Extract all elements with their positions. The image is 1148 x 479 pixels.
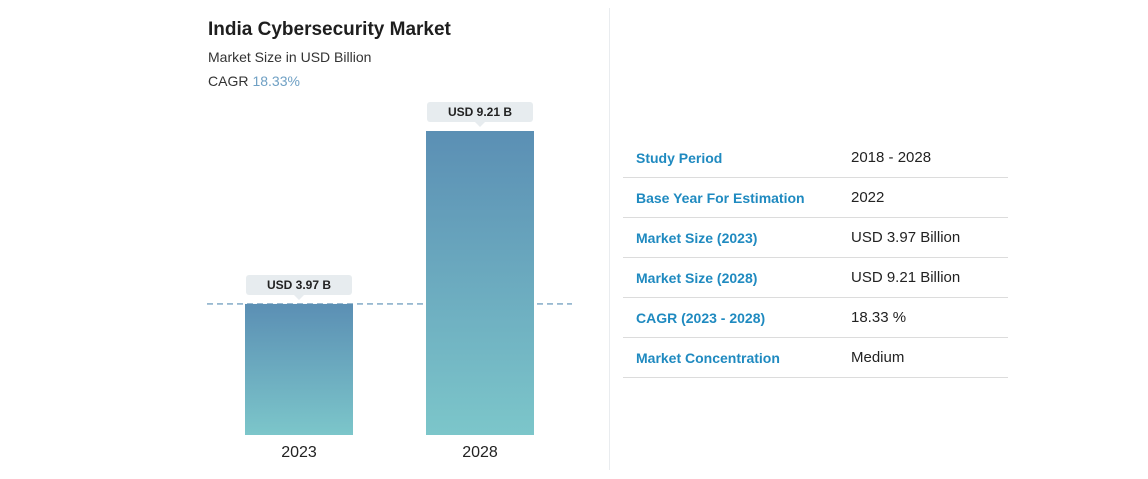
data-label-2023: USD 3.97 B [246,274,352,300]
data-label-text: USD 9.21 B [448,105,512,119]
data-label-pointer [475,122,485,127]
table-row: Market Concentration Medium [623,337,1008,378]
row-value: Medium [851,337,1008,378]
row-value: 2022 [851,177,1008,218]
row-value: 2018 - 2028 [851,138,1008,178]
data-label-pointer [294,294,304,300]
data-label-bg [246,274,352,295]
row-key: Market Size (2028) [623,257,851,298]
section-divider [609,8,610,470]
chart-cagr: CAGR 18.33% [208,73,300,89]
table-row: Base Year For Estimation 2022 [623,177,1008,218]
row-key: Base Year For Estimation [623,177,851,218]
row-value: USD 3.97 Billion [851,217,1008,258]
cagr-value: 18.33% [252,73,300,89]
row-key: Market Concentration [623,337,851,378]
bar-2023 [245,303,353,435]
data-label-2028: USD 9.21 B [427,102,533,127]
data-label-bg [427,102,533,122]
bar-chart: USD 3.97 B USD 9.21 B 2023 2028 [207,102,572,461]
chart-card: India Cybersecurity Market Market Size i… [207,8,610,470]
bar-2028 [426,131,534,435]
cagr-label: CAGR [208,73,249,89]
market-info-table: Study Period 2018 - 2028 Base Year For Est… [623,138,1008,378]
x-tick-label-2028: 2028 [462,444,498,461]
row-value: 18.33 % [851,297,1008,338]
data-label-text: USD 3.97 B [267,278,331,292]
table-row: CAGR (2023 - 2028) 18.33 % [623,297,1008,338]
table-row: Market Size (2023) USD 3.97 Billion [623,217,1008,258]
chart-title: India Cybersecurity Market [208,19,451,40]
market-info-body: Study Period 2018 - 2028 Base Year For Est… [623,138,1008,378]
table-row: Market Size (2028) USD 9.21 Billion [623,257,1008,298]
row-value: USD 9.21 Billion [851,257,1008,298]
x-tick-label-2023: 2023 [281,444,317,461]
table-row: Study Period 2018 - 2028 [623,138,1008,178]
row-key: Study Period [623,138,851,178]
chart-subtitle: Market Size in USD Billion [208,49,372,65]
row-key: CAGR (2023 - 2028) [623,297,851,338]
row-key: Market Size (2023) [623,217,851,258]
